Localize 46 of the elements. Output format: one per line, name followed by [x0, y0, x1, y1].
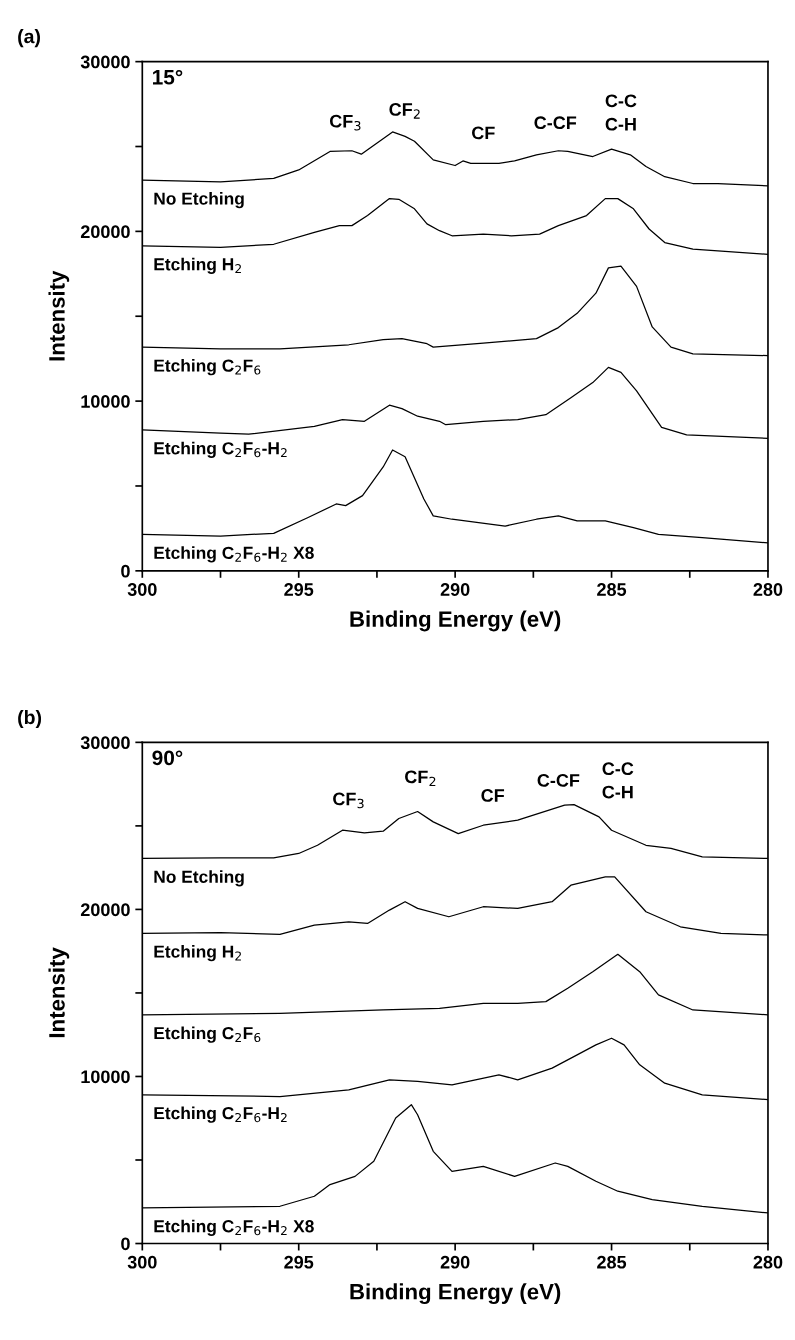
annotation: C-CF: [537, 774, 580, 787]
annotation: CF: [481, 789, 505, 802]
annotation: CF$_{2}$: [389, 103, 420, 119]
x-tick-label: 280: [753, 1255, 783, 1269]
x-tick-label: 300: [127, 1255, 157, 1269]
x-tick-label: 290: [440, 583, 470, 596]
x-tick-label: 285: [597, 1255, 627, 1269]
y-tick-label: 0: [121, 1237, 130, 1251]
annotation: CF$_{3}$: [333, 792, 364, 809]
annotation: CF$_{2}$: [405, 770, 436, 787]
annotation: CF: [472, 126, 495, 140]
x-axis-title: Binding Energy (eV): [350, 610, 561, 632]
annotation: C-C C-H: [605, 94, 637, 131]
annotation: CF$_{3}$: [329, 114, 361, 131]
series-label: Etching H$_{2}$: [154, 257, 241, 274]
y-tick-label: 30000: [80, 55, 130, 69]
x-axis-title: Binding Energy (eV): [350, 1283, 561, 1305]
chart-title: (a): [18, 29, 40, 48]
series-label: Etching C$_{2}$F$_{6}$: [154, 359, 261, 376]
series-label: Etching C$_{2}$F$_{6}$: [154, 1026, 261, 1043]
y-tick-label: 20000: [80, 225, 130, 239]
series-label: No Etching: [154, 192, 244, 209]
x-tick-label: 295: [284, 1255, 314, 1269]
y-axis-title: Intensity: [48, 947, 70, 1038]
x-tick-label: 300: [127, 583, 157, 596]
y-tick-label: 10000: [81, 1070, 130, 1084]
annotation: C-C C-H: [602, 762, 634, 799]
annotation: 15°: [153, 69, 183, 85]
x-tick-label: 285: [597, 583, 627, 596]
x-tick-label: 295: [284, 583, 314, 596]
x-tick-label: 280: [753, 583, 783, 596]
y-axis-title: Intensity: [48, 270, 70, 361]
y-tick-label: 0: [121, 564, 130, 578]
series-label: Etching H$_{2}$: [154, 945, 241, 962]
annotation: C-CF: [534, 116, 577, 130]
y-tick-label: 20000: [80, 903, 130, 917]
chart-title: (b): [18, 709, 42, 729]
series-label: Etching C$_{2}$F$_{6}$-H$_{2}$ X8: [154, 1219, 314, 1236]
series-label: No Etching: [154, 870, 244, 887]
annotation: 90°: [152, 750, 183, 766]
series-label: Etching C$_{2}$F$_{6}$-H$_{2}$: [154, 1106, 287, 1123]
series-label: Etching C$_{2}$F$_{6}$-H$_{2}$ X8: [154, 546, 314, 563]
y-tick-label: 30000: [80, 736, 130, 750]
x-tick-label: 290: [440, 1255, 470, 1269]
y-tick-label: 10000: [81, 395, 130, 408]
series-label: Etching C$_{2}$F$_{6}$-H$_{2}$: [154, 441, 287, 458]
